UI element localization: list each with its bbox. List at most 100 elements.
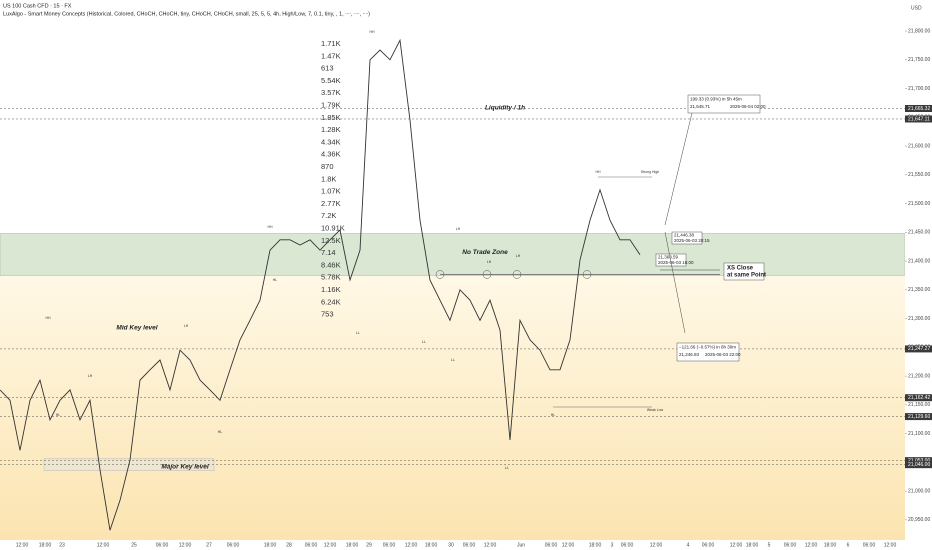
level-tag [905,457,932,465]
measure-up-text: 199.33 (0.93%) in 5h 45m [690,97,742,102]
currency: USD [911,5,922,11]
symbol: US 100 Cash CFD · 15 · FX [3,3,72,9]
x-tick-label: 06:00 [784,542,797,548]
callout-box [723,262,765,281]
y-tick-label: 21,500.00 [908,201,930,207]
x-tick-label: 06:00 [702,542,715,548]
x-tick-label: 12:00 [324,542,337,548]
y-tick-label: 20,950.00 [908,517,930,523]
indicator: LuxAlgo - Smart Money Concepts (Historic… [3,11,370,17]
volume-label: 613 [321,64,334,73]
y-tick-label: 21,450.00 [908,230,930,236]
swing-label: HL [273,278,278,282]
measure-up-text: 21,645.71 [690,104,711,109]
point-a-box [671,231,703,245]
y-tick-label: 21,550.00 [908,172,930,178]
time-axis [0,540,905,550]
level-label: 21,665.32 [908,106,930,112]
x-tick-label: Jun [517,542,525,548]
x-tick-label: 06:00 [156,542,169,548]
zone-label: No Trade Zone [462,249,508,256]
level-label: 21,129.60 [908,414,930,420]
callout-text: XS Close [727,266,754,272]
level-label: 21,647.11 [908,116,930,122]
level-tag [905,461,932,469]
volume-label: 1.47K [321,51,341,60]
volume-label: 7.2K [321,211,336,220]
volume-label: 7.14 [321,248,336,257]
swing-label: HH [595,170,601,174]
y-tick-label: 21,000.00 [908,488,930,494]
volume-label: 5.78K [321,273,341,282]
annotation: Mid Key level [116,325,157,332]
swing-label: HH [369,30,375,34]
y-tick-label: 21,400.00 [908,258,930,264]
volume-label: 1.79K [321,100,341,109]
volume-label: 12.5K [321,236,341,245]
level-tag [905,115,932,123]
x-tick-label: 18:00 [264,542,277,548]
point-a-text: 21,446.38 [674,233,695,238]
volume-label: 4.36K [321,150,341,159]
arrow [664,112,693,226]
measure-down-text: −121.66 (−0.57%) in 6h 30m [679,345,736,350]
volume-label: 2.77K [321,199,341,208]
volume-label: 1.07K [321,187,341,196]
x-tick-label: 06:00 [545,542,558,548]
x-tick-label: 12:00 [16,542,29,548]
volume-label: 8.46K [321,260,341,269]
measure-down-box [676,342,740,362]
x-tick-label: 12:00 [484,542,497,548]
x-tick-label: 4 [687,542,690,548]
x-tick-label: 06:00 [227,542,240,548]
volume-label: 1.16K [321,285,341,294]
swing-label: LH [456,227,461,231]
measure-down-text: 2025-06-03 22:00 [705,352,741,357]
volume-label: 1.71K [321,39,341,48]
volume-label: 753 [321,310,334,319]
y-tick-label: 21,350.00 [908,287,930,293]
point-b-box [655,253,687,267]
y-tick-label: 21,100.00 [908,431,930,437]
callout-text: at same Point [727,273,766,279]
level-label: 21,247.27 [908,346,930,352]
x-tick-label: 18:00 [746,542,759,548]
x-tick-label: 27 [206,542,212,548]
x-tick-label: 18:00 [39,542,52,548]
volume-label: 10.91K [321,223,345,232]
x-tick-label: 5 [768,542,771,548]
arrow [664,231,686,334]
level-label: 21,046.00 [908,462,930,468]
x-tick-label: 12:00 [805,542,818,548]
y-tick-label: 21,200.00 [908,373,930,379]
swing-label: LH [516,254,521,258]
x-tick-label: 18:00 [346,542,359,548]
swing-label: LL [422,340,426,344]
lower-bg [0,275,905,540]
swing-label: HL [551,413,556,417]
x-tick-label: 06:00 [621,542,634,548]
volume-label: 6.24K [321,297,341,306]
x-tick-label: 12:00 [562,542,575,548]
swing-label: HL [56,413,61,417]
touch-marker [435,270,445,279]
y-tick-label: 21,700.00 [908,86,930,92]
volume-label: 1.85K [321,113,341,122]
swing-label: LH [184,324,189,328]
measure-down-text: 21,246.93 [679,352,700,357]
volume-label: 5.54K [321,76,341,85]
volume-label: 1.28K [321,125,341,134]
swing-label: LH [487,260,492,264]
level-tag [905,105,932,113]
x-tick-label: 29 [366,542,372,548]
x-tick-label: 30 [448,542,454,548]
x-tick-label: 18:00 [824,542,837,548]
swing-label: HH [45,316,51,320]
x-tick-label: 06:00 [463,542,476,548]
touch-marker [512,270,522,279]
y-tick-label: 21,750.00 [908,57,930,63]
x-tick-label: 25 [131,542,137,548]
x-tick-label: 12:00 [650,542,663,548]
point-b-text: 21,368.59 [658,255,679,260]
